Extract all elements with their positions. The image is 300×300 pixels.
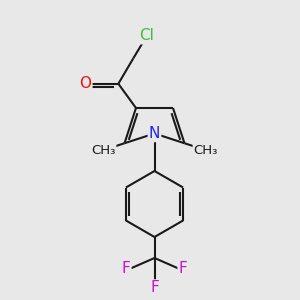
Text: O: O (80, 76, 92, 91)
Text: N: N (149, 126, 160, 141)
Text: CH₃: CH₃ (194, 144, 218, 157)
Text: F: F (178, 261, 188, 276)
Text: Cl: Cl (140, 28, 154, 43)
Text: CH₃: CH₃ (91, 144, 115, 157)
Text: F: F (150, 280, 159, 296)
Text: F: F (122, 261, 130, 276)
